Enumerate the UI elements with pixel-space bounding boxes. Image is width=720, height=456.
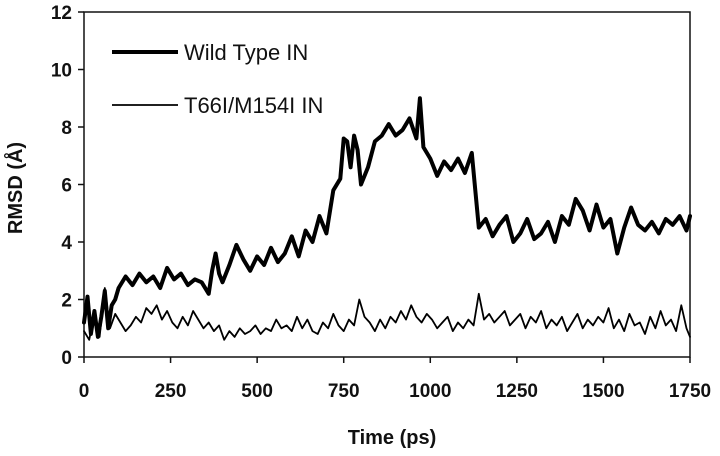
x-tick-label: 750 (328, 381, 360, 402)
y-tick-label: 4 (61, 233, 72, 254)
x-axis-title: Time (ps) (348, 427, 437, 449)
y-tick-label: 2 (61, 291, 72, 312)
y-tick-label: 12 (51, 3, 72, 24)
y-tick-label: 10 (51, 61, 72, 82)
x-tick-label: 500 (241, 381, 273, 402)
series-line-2 (83, 287, 691, 341)
legend: Wild Type IN T66I/M154I IN (112, 40, 323, 118)
legend-label-2: T66I/M154I IN (184, 93, 323, 118)
y-tick-label: 8 (61, 118, 72, 139)
x-axis-ticks: 0 250 500 750 1000 1250 1500 1750 (79, 357, 711, 402)
x-tick-label: 0 (79, 381, 90, 402)
x-tick-label: 1750 (669, 381, 711, 402)
y-tick-label: 0 (61, 348, 72, 369)
y-tick-label: 6 (61, 176, 72, 197)
x-tick-label: 1000 (409, 381, 451, 402)
plot-area (83, 11, 691, 358)
y-axis-ticks: 0 2 4 6 8 10 12 (51, 3, 84, 369)
series-line-1 (82, 96, 692, 339)
y-axis-title: RMSD (Å) (3, 142, 27, 234)
series-layer (82, 96, 692, 341)
legend-label-1: Wild Type IN (184, 40, 308, 65)
x-tick-label: 250 (155, 381, 187, 402)
x-tick-label: 1250 (496, 381, 538, 402)
plot-frame (83, 11, 691, 358)
x-tick-label: 1500 (582, 381, 624, 402)
